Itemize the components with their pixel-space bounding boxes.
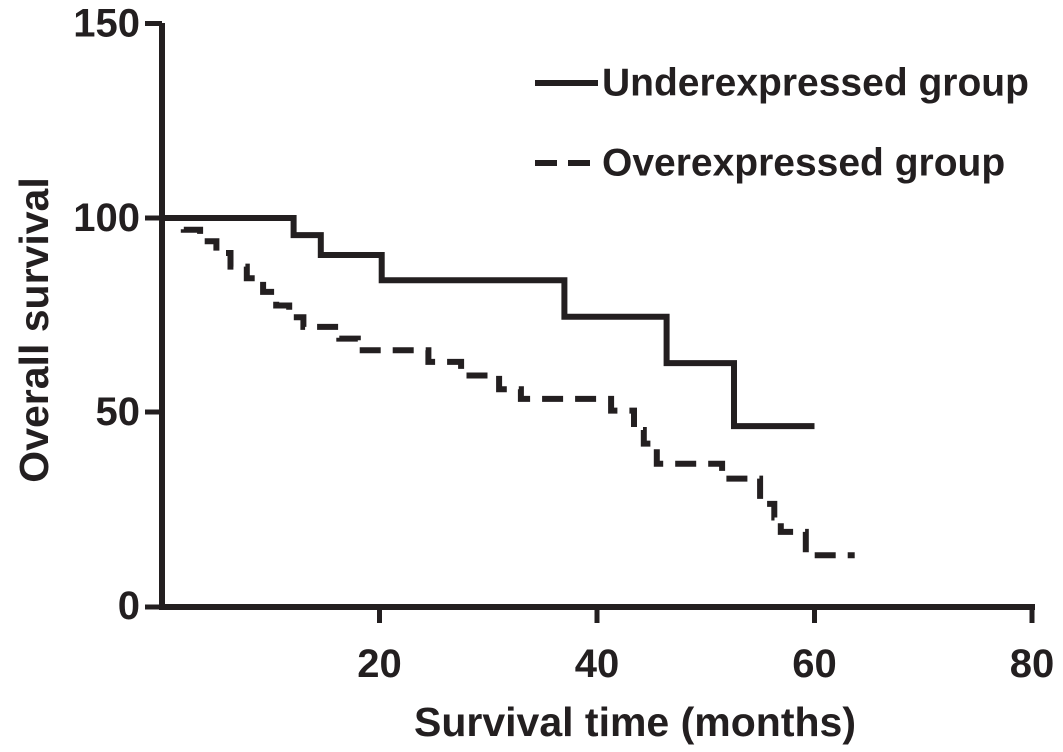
y-tick-label-150: 150 <box>73 2 140 46</box>
y-tick-label-0: 0 <box>118 584 140 628</box>
x-tick-label-80: 80 <box>1010 642 1055 686</box>
y-tick-label-100: 100 <box>73 196 140 240</box>
x-tick-label-60: 60 <box>792 642 837 686</box>
x-axis: 20 40 60 80 Survival time (months) <box>159 604 1055 745</box>
x-tick-label-40: 40 <box>575 642 620 686</box>
y-axis: 150 100 50 0 Overall survival <box>11 2 165 628</box>
x-axis-title: Survival time (months) <box>414 699 856 745</box>
legend-item-underexpressed: Underexpressed group <box>535 62 1029 105</box>
legend-item-overexpressed: Overexpressed group <box>535 142 1005 185</box>
y-axis-title: Overall survival <box>11 177 57 482</box>
underexpressed-curve <box>162 215 815 430</box>
overexpressed-curve <box>162 215 855 559</box>
y-tick-label-50: 50 <box>96 390 141 434</box>
legend: Underexpressed group Overexpressed group <box>535 62 1029 185</box>
legend-label-underexpressed: Underexpressed group <box>602 62 1029 105</box>
x-tick-label-20: 20 <box>357 642 402 686</box>
legend-label-overexpressed: Overexpressed group <box>602 142 1005 185</box>
